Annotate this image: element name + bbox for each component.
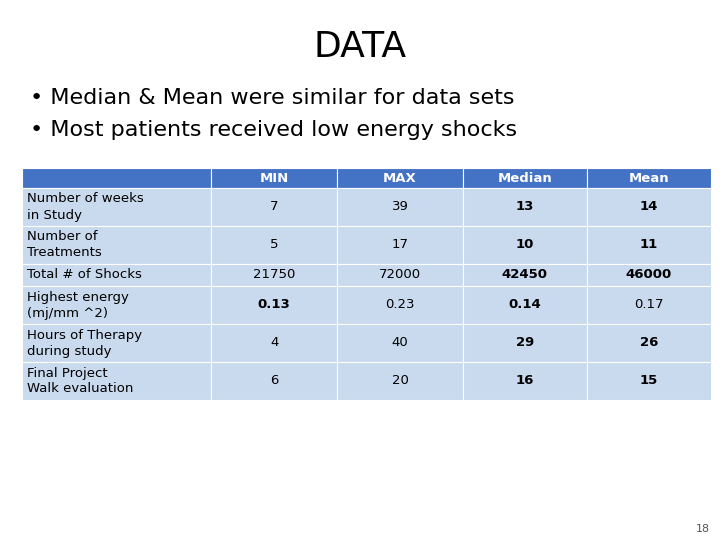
Text: 16: 16 bbox=[516, 375, 534, 388]
Bar bbox=[587, 168, 711, 188]
Bar bbox=[211, 188, 337, 226]
Text: 39: 39 bbox=[392, 200, 408, 213]
Text: 26: 26 bbox=[639, 336, 658, 349]
Text: 20: 20 bbox=[392, 375, 408, 388]
Text: Median: Median bbox=[498, 172, 552, 185]
Text: 21750: 21750 bbox=[253, 268, 295, 281]
Text: 0.14: 0.14 bbox=[508, 299, 541, 312]
Bar bbox=[337, 226, 463, 264]
Bar bbox=[337, 264, 463, 286]
Bar bbox=[22, 362, 211, 400]
Bar bbox=[463, 286, 587, 324]
Text: 11: 11 bbox=[639, 239, 658, 252]
Text: Number of weeks
in Study: Number of weeks in Study bbox=[27, 192, 144, 221]
Bar bbox=[22, 286, 211, 324]
Bar bbox=[22, 324, 211, 362]
Bar bbox=[587, 324, 711, 362]
Bar bbox=[463, 188, 587, 226]
Bar bbox=[22, 264, 211, 286]
Bar bbox=[463, 264, 587, 286]
Bar bbox=[587, 362, 711, 400]
Text: • Median & Mean were similar for data sets: • Median & Mean were similar for data se… bbox=[30, 88, 515, 108]
Bar bbox=[587, 286, 711, 324]
Bar bbox=[211, 286, 337, 324]
Bar bbox=[463, 168, 587, 188]
Text: 29: 29 bbox=[516, 336, 534, 349]
Bar bbox=[211, 264, 337, 286]
Text: 0.23: 0.23 bbox=[385, 299, 415, 312]
Bar bbox=[211, 362, 337, 400]
Text: 40: 40 bbox=[392, 336, 408, 349]
Text: 72000: 72000 bbox=[379, 268, 421, 281]
Text: Hours of Therapy
during study: Hours of Therapy during study bbox=[27, 328, 142, 357]
Text: 18: 18 bbox=[696, 524, 710, 534]
Bar bbox=[463, 362, 587, 400]
Bar bbox=[211, 168, 337, 188]
Text: 5: 5 bbox=[270, 239, 279, 252]
Bar bbox=[463, 226, 587, 264]
Bar bbox=[587, 188, 711, 226]
Text: 15: 15 bbox=[639, 375, 658, 388]
Text: 10: 10 bbox=[516, 239, 534, 252]
Text: Highest energy
(mj/mm ^2): Highest energy (mj/mm ^2) bbox=[27, 291, 129, 320]
Text: Mean: Mean bbox=[629, 172, 669, 185]
Text: MIN: MIN bbox=[259, 172, 289, 185]
Text: MAX: MAX bbox=[383, 172, 417, 185]
Bar bbox=[337, 168, 463, 188]
Text: 0.13: 0.13 bbox=[258, 299, 291, 312]
Text: 14: 14 bbox=[639, 200, 658, 213]
Bar bbox=[587, 264, 711, 286]
Text: 6: 6 bbox=[270, 375, 279, 388]
Bar bbox=[337, 362, 463, 400]
Bar bbox=[337, 188, 463, 226]
Bar bbox=[22, 168, 211, 188]
Bar bbox=[337, 286, 463, 324]
Bar bbox=[22, 226, 211, 264]
Text: DATA: DATA bbox=[313, 30, 407, 64]
Text: 4: 4 bbox=[270, 336, 279, 349]
Text: 17: 17 bbox=[392, 239, 408, 252]
Bar bbox=[337, 324, 463, 362]
Text: 42450: 42450 bbox=[502, 268, 548, 281]
Text: Final Project
Walk evaluation: Final Project Walk evaluation bbox=[27, 367, 133, 395]
Bar bbox=[22, 188, 211, 226]
Text: Number of
Treatments: Number of Treatments bbox=[27, 231, 102, 260]
Text: • Most patients received low energy shocks: • Most patients received low energy shoc… bbox=[30, 120, 517, 140]
Bar bbox=[463, 324, 587, 362]
Text: 0.17: 0.17 bbox=[634, 299, 664, 312]
Text: 7: 7 bbox=[270, 200, 279, 213]
Bar bbox=[211, 324, 337, 362]
Text: 46000: 46000 bbox=[626, 268, 672, 281]
Text: Total # of Shocks: Total # of Shocks bbox=[27, 268, 142, 281]
Bar bbox=[211, 226, 337, 264]
Text: 13: 13 bbox=[516, 200, 534, 213]
Bar bbox=[587, 226, 711, 264]
